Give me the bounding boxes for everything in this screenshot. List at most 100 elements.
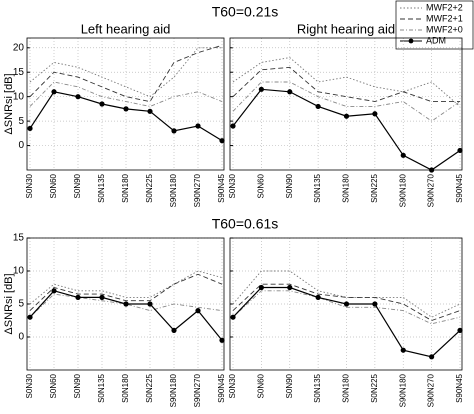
x-tick-label: S0N225 bbox=[145, 173, 154, 202]
x-tick-label: S90N180 bbox=[398, 373, 407, 407]
x-tick-label: S0N135 bbox=[313, 373, 322, 402]
y-tick-label: 10 bbox=[13, 91, 25, 102]
x-tick-label: S90N45 bbox=[455, 173, 464, 202]
data-point bbox=[123, 106, 129, 112]
x-tick-label: S0N60 bbox=[256, 173, 265, 198]
x-tick-label: S0N225 bbox=[370, 373, 379, 402]
x-tick-label: S0N225 bbox=[145, 373, 154, 402]
series-line bbox=[29, 270, 223, 305]
data-point bbox=[400, 152, 406, 158]
data-point bbox=[99, 294, 105, 300]
x-tick-label: S0N225 bbox=[370, 173, 379, 202]
data-point bbox=[372, 111, 378, 117]
data-point bbox=[75, 94, 81, 100]
legend-label: MWF2+0 bbox=[426, 24, 463, 34]
x-tick-label: S90N270 bbox=[427, 373, 436, 407]
data-point bbox=[315, 103, 321, 110]
series-line bbox=[232, 283, 461, 321]
data-point bbox=[258, 284, 264, 291]
data-point bbox=[372, 301, 378, 307]
data-point bbox=[429, 167, 435, 173]
x-tick-label: S0N90 bbox=[73, 373, 82, 398]
x-tick-label: S0N135 bbox=[97, 373, 106, 402]
axes-frame bbox=[26, 37, 225, 171]
y-tick-label: 0 bbox=[18, 332, 24, 343]
x-tick-label: S0N90 bbox=[73, 173, 82, 198]
data-point bbox=[195, 123, 201, 129]
y-tick-label: 15 bbox=[13, 67, 25, 78]
x-tick-label: S0N135 bbox=[313, 173, 322, 202]
x-tick-label: S0N90 bbox=[285, 173, 294, 198]
y-axis-label: ΔSNRsi [dB] bbox=[3, 273, 15, 334]
x-tick-label: S0N180 bbox=[121, 373, 130, 402]
x-tick-label: S0N60 bbox=[49, 373, 58, 398]
x-tick-label: S0N30 bbox=[25, 373, 34, 398]
data-point bbox=[75, 294, 81, 300]
x-tick-label: S90N180 bbox=[169, 373, 178, 407]
x-tick-label: S0N30 bbox=[25, 173, 34, 198]
y-tick-label: 10 bbox=[13, 266, 25, 277]
x-tick-label: S0N90 bbox=[285, 373, 294, 398]
y-axis-label: ΔSNRsi [dB] bbox=[3, 73, 15, 134]
x-tick-label: S0N30 bbox=[228, 373, 237, 398]
series-line bbox=[29, 44, 223, 103]
y-tick-label: 5 bbox=[18, 299, 24, 310]
x-tick-label: S90N270 bbox=[427, 173, 436, 207]
axes-frame bbox=[26, 237, 225, 371]
x-tick-label: S90N45 bbox=[455, 373, 464, 402]
legend-label: MWF2+1 bbox=[426, 13, 463, 23]
x-tick-label: S0N60 bbox=[49, 173, 58, 198]
data-point bbox=[171, 327, 177, 333]
y-tick-label: 15 bbox=[13, 233, 25, 244]
axes-frame bbox=[229, 237, 463, 371]
data-point bbox=[27, 314, 33, 320]
x-tick-label: S0N135 bbox=[97, 173, 106, 202]
series-line bbox=[29, 47, 222, 98]
x-tick-label: S90N45 bbox=[217, 173, 226, 202]
legend-label: MWF2+2 bbox=[426, 2, 463, 12]
x-tick-label: S0N180 bbox=[342, 173, 351, 202]
data-point bbox=[429, 354, 435, 360]
data-point bbox=[51, 288, 57, 294]
row-title: T60=0.21s bbox=[212, 4, 279, 20]
subplot-title: Right hearing aid bbox=[297, 21, 395, 36]
x-tick-label: S0N180 bbox=[342, 373, 351, 402]
legend-label: ADM bbox=[426, 35, 446, 45]
axes-frame bbox=[229, 37, 463, 171]
data-point bbox=[123, 301, 129, 307]
x-tick-label: S90N45 bbox=[217, 373, 226, 402]
data-point bbox=[457, 147, 463, 154]
data-point bbox=[343, 113, 350, 119]
row-title: T60=0.61s bbox=[212, 216, 279, 232]
legend-marker bbox=[408, 38, 414, 44]
y-tick-label: 0 bbox=[18, 140, 24, 151]
data-point bbox=[27, 125, 33, 132]
data-point bbox=[195, 308, 201, 314]
data-point bbox=[287, 89, 293, 95]
x-tick-label: S0N180 bbox=[121, 173, 130, 202]
data-point bbox=[147, 301, 153, 307]
data-point bbox=[171, 128, 177, 134]
data-point bbox=[219, 138, 225, 144]
x-tick-label: S0N30 bbox=[228, 173, 237, 198]
data-point bbox=[99, 101, 105, 107]
data-point bbox=[287, 284, 293, 291]
x-tick-label: S90N180 bbox=[398, 173, 407, 207]
subplot-title: Left hearing aid bbox=[81, 21, 171, 36]
x-tick-label: S90N270 bbox=[193, 173, 202, 207]
data-point bbox=[230, 123, 236, 129]
data-point bbox=[457, 327, 463, 333]
data-point bbox=[258, 86, 264, 92]
y-tick-label: 5 bbox=[18, 116, 24, 127]
series-line bbox=[29, 273, 223, 311]
data-point bbox=[219, 337, 225, 343]
y-tick-label: 20 bbox=[13, 42, 25, 53]
data-point bbox=[51, 89, 57, 95]
series-line bbox=[232, 270, 461, 318]
data-point bbox=[315, 294, 321, 300]
series-line bbox=[232, 66, 460, 103]
series-line bbox=[29, 81, 223, 107]
x-tick-label: S0N60 bbox=[256, 373, 265, 398]
data-point bbox=[343, 301, 350, 307]
